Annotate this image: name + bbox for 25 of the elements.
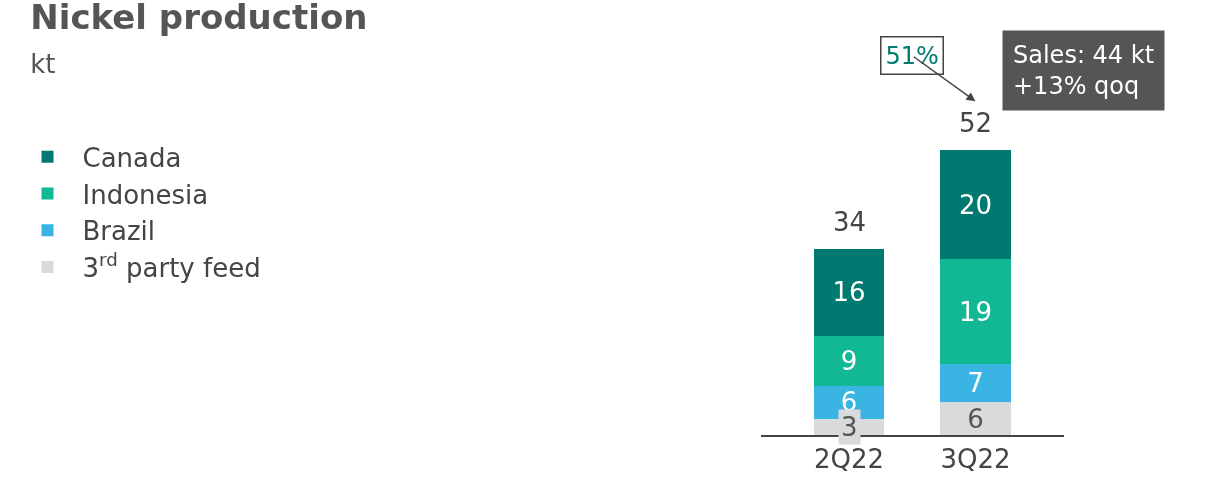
data-label: 19 bbox=[958, 296, 993, 327]
x-tick-label: 2Q22 bbox=[814, 443, 885, 474]
text: kt bbox=[30, 49, 56, 80]
text: Nickel production bbox=[30, 0, 368, 38]
data-label: 16 bbox=[832, 277, 866, 308]
bar bbox=[813, 248, 885, 337]
bar bbox=[940, 402, 1011, 435]
data-label: 7 bbox=[967, 367, 984, 398]
bar bbox=[940, 259, 1011, 364]
data-label: 20 bbox=[958, 189, 993, 220]
text: Sales: 44 kt +13% qoq bbox=[1013, 41, 1155, 101]
x-tick-label: 3Q22 bbox=[940, 443, 1011, 474]
text: 51% bbox=[885, 41, 939, 70]
bar bbox=[940, 363, 1011, 403]
total-label: 52 bbox=[959, 108, 993, 138]
data-label: 6 bbox=[967, 403, 984, 434]
legend-label: Brazil bbox=[82, 216, 156, 247]
legend-label: Canada bbox=[82, 142, 182, 173]
data-label: 9 bbox=[840, 345, 858, 376]
data-label: 3 bbox=[841, 412, 858, 442]
legend-label: 3$^{rd}$ party feed bbox=[82, 249, 261, 284]
total-label: 34 bbox=[833, 207, 867, 237]
legend-label: Indonesia bbox=[82, 179, 209, 210]
bar bbox=[940, 149, 1011, 260]
bar bbox=[813, 336, 885, 386]
